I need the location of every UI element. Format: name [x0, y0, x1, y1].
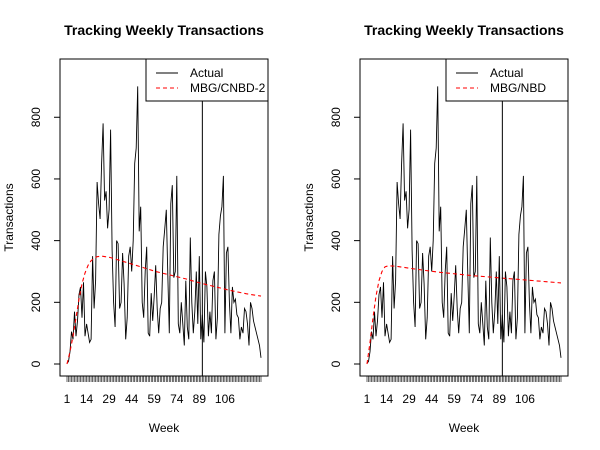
y-tick-label: 600: [329, 169, 343, 189]
chart-title: Tracking Weekly Transactions: [64, 22, 264, 38]
legend-box: [145, 58, 269, 102]
x-axis-label: Week: [149, 421, 180, 435]
x-tick-label: 74: [470, 392, 484, 406]
y-tick-label: 400: [329, 230, 343, 250]
x-tick-label: 44: [125, 392, 139, 406]
x-tick-label: 59: [448, 392, 462, 406]
series-line-1: [66, 255, 262, 365]
x-tick-label: 106: [215, 392, 235, 406]
legend-label-0: Actual: [490, 66, 523, 80]
left-chart-panel: Tracking Weekly Transactions Week Transact…: [2, 22, 269, 435]
y-axis-label: Transactions: [302, 183, 316, 251]
x-tick-label: 1: [364, 392, 371, 406]
x-axis-label: Week: [449, 421, 480, 435]
chart-title: Tracking Weekly Transactions: [364, 22, 564, 38]
legend-label-0: Actual: [190, 66, 223, 80]
x-tick-label: 74: [170, 392, 184, 406]
legend-label-1: MBG/NBD: [490, 81, 546, 95]
legend-box: [445, 58, 569, 102]
x-tick-label: 44: [425, 392, 439, 406]
x-tick-label: 106: [515, 392, 535, 406]
x-tick-label: 89: [193, 392, 207, 406]
x-tick-label: 89: [493, 392, 507, 406]
x-tick-label: 29: [402, 392, 416, 406]
x-tick-label: 29: [102, 392, 116, 406]
y-tick-label: 0: [29, 360, 43, 367]
series-line-0: [66, 86, 262, 364]
y-tick-label: 400: [29, 230, 43, 250]
y-tick-label: 200: [329, 292, 343, 312]
y-tick-label: 800: [29, 107, 43, 127]
x-tick-label: 1: [64, 392, 71, 406]
legend-label-1: MBG/CNBD-2: [190, 81, 266, 95]
y-tick-label: 200: [29, 292, 43, 312]
y-axis-label: Transactions: [2, 183, 16, 251]
right-chart-panel: Tracking Weekly Transactions Week Transact…: [302, 22, 569, 435]
x-tick-label: 14: [80, 392, 94, 406]
series-line-1: [366, 265, 562, 365]
series-line-0: [366, 86, 562, 364]
x-tick-label: 14: [380, 392, 394, 406]
y-tick-label: 0: [329, 360, 343, 367]
y-tick-label: 600: [29, 169, 43, 189]
y-tick-label: 800: [329, 107, 343, 127]
x-tick-label: 59: [148, 392, 162, 406]
